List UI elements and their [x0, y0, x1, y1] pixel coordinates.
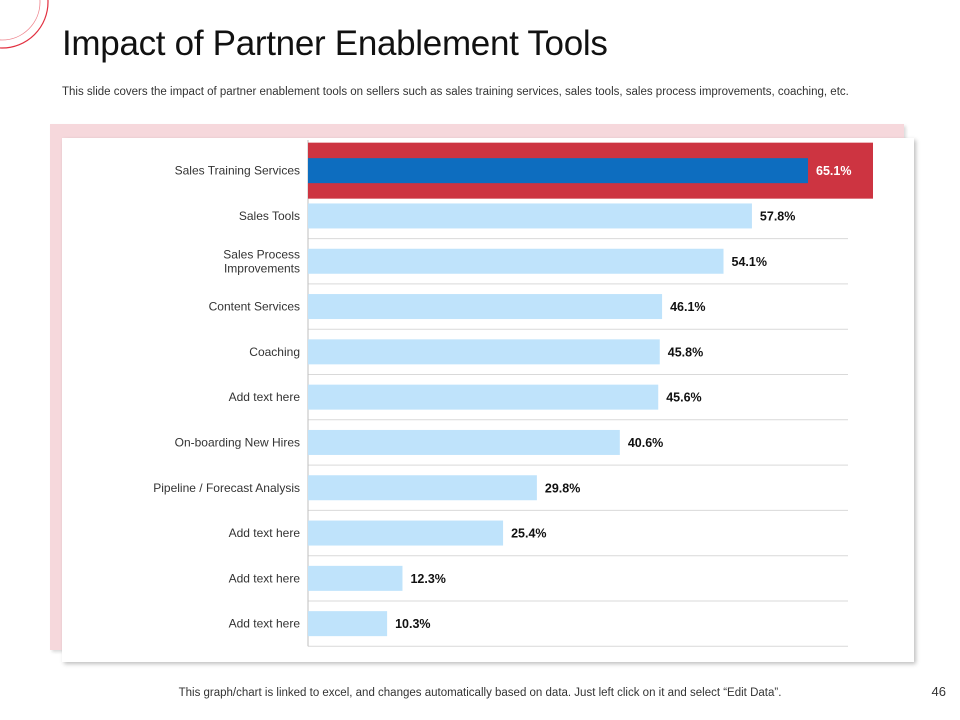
category-label: Add text here — [229, 526, 301, 540]
data-label: 25.4% — [511, 527, 546, 541]
category-label: Coaching — [249, 345, 300, 359]
bar[interactable] — [308, 475, 537, 501]
corner-ring-outer — [0, 0, 49, 49]
category-label: On-boarding New Hires — [175, 435, 300, 449]
data-label: 40.6% — [628, 436, 663, 450]
bar[interactable] — [308, 384, 659, 410]
bar[interactable] — [308, 339, 660, 365]
bar[interactable] — [308, 565, 403, 591]
data-label: 45.8% — [668, 345, 703, 359]
data-label: 57.8% — [760, 209, 795, 223]
bar[interactable] — [308, 158, 808, 184]
data-label: 46.1% — [670, 300, 705, 314]
bar[interactable] — [308, 611, 388, 637]
data-label: 65.1% — [816, 164, 851, 178]
data-label: 29.8% — [545, 481, 580, 495]
category-label: Sales Process Improvements — [223, 247, 300, 275]
slide-description: This slide covers the impact of partner … — [62, 86, 849, 98]
bar[interactable] — [308, 429, 620, 455]
bar[interactable] — [308, 520, 504, 546]
data-label: 10.3% — [395, 617, 430, 631]
category-label: Add text here — [229, 617, 301, 631]
bar[interactable] — [308, 203, 752, 229]
category-label: Sales Training Services — [175, 164, 300, 178]
data-label: 45.6% — [666, 391, 701, 405]
category-label: Pipeline / Forecast Analysis — [153, 481, 300, 495]
page-title: Impact of Partner Enablement Tools — [62, 24, 608, 63]
page-number: 46 — [931, 684, 946, 699]
bar[interactable] — [308, 248, 724, 274]
category-label: Content Services — [209, 300, 300, 314]
category-label: Add text here — [229, 571, 301, 585]
bar[interactable] — [308, 294, 663, 320]
corner-ring-inner — [0, 0, 41, 41]
category-label: Sales Tools — [239, 209, 300, 223]
data-label: 54.1% — [732, 255, 767, 269]
corner-decoration — [0, 0, 49, 49]
data-label: 12.3% — [410, 572, 445, 586]
category-label: Add text here — [229, 390, 301, 404]
footer-note: This graph/chart is linked to excel, and… — [178, 687, 782, 699]
